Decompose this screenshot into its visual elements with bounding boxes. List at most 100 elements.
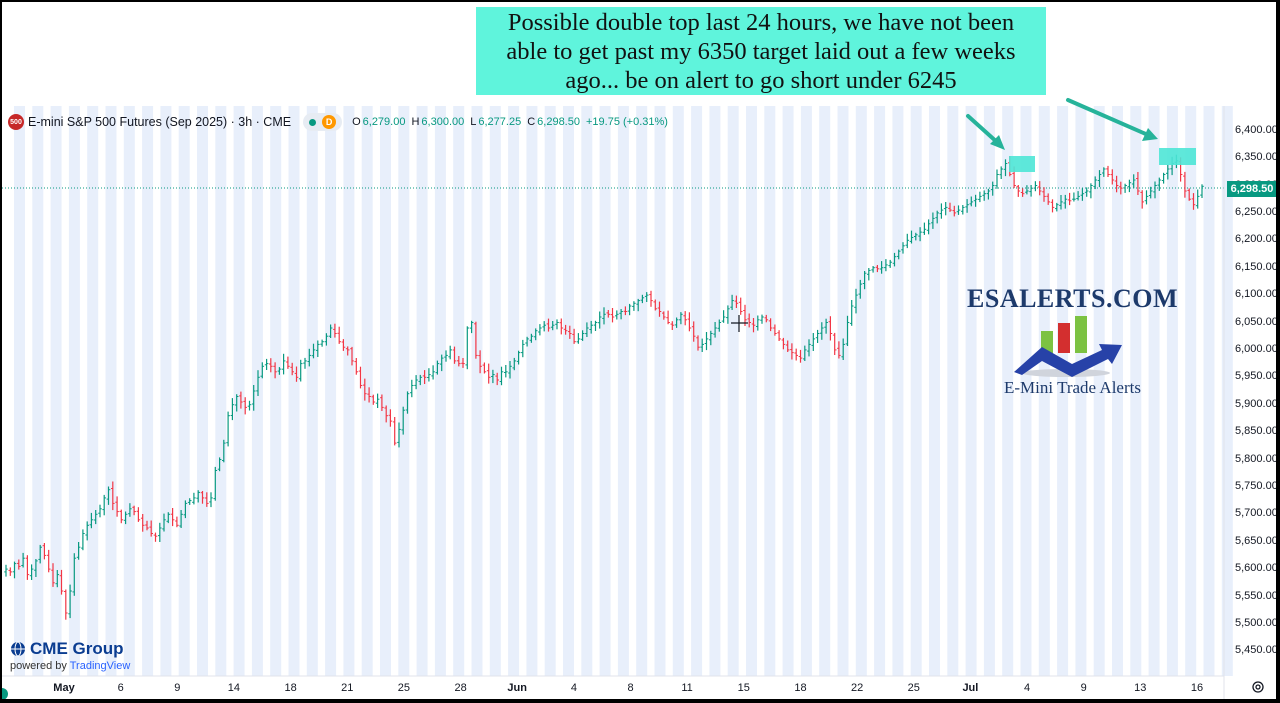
candle <box>1123 183 1127 193</box>
candle <box>662 311 666 320</box>
candle <box>640 294 645 304</box>
candle <box>380 394 384 411</box>
candle <box>311 343 316 359</box>
session-band <box>489 106 501 676</box>
session-band <box>160 106 172 676</box>
candle <box>550 321 555 331</box>
x-tick-label: 8 <box>627 682 634 694</box>
ohlc-key: L <box>470 116 477 128</box>
gear-icon[interactable] <box>1251 680 1265 694</box>
y-tick-label: 6,000.00 <box>1235 342 1276 355</box>
candle <box>1059 195 1063 210</box>
candle <box>990 181 995 196</box>
session-band <box>1002 106 1014 676</box>
x-tick-label: 13 <box>1134 682 1147 694</box>
candle <box>55 570 60 588</box>
candle <box>995 169 999 189</box>
session-band <box>1020 106 1032 676</box>
candle <box>832 332 837 355</box>
session-band <box>526 106 538 676</box>
session-band <box>581 106 593 676</box>
candle <box>965 199 969 213</box>
candle <box>290 362 294 376</box>
candle <box>773 324 777 336</box>
candle <box>751 318 756 333</box>
candle <box>1106 165 1110 177</box>
session-band <box>709 106 721 676</box>
candle <box>901 242 905 254</box>
candle <box>914 232 918 241</box>
candle <box>153 532 158 542</box>
session-band <box>142 106 154 676</box>
candle <box>410 379 414 398</box>
candle <box>756 315 760 331</box>
candle <box>948 202 952 212</box>
x-tick-label: 16 <box>1190 682 1204 694</box>
candle <box>615 310 619 320</box>
status-pill[interactable]: D <box>303 113 343 131</box>
candle <box>730 294 734 310</box>
candle <box>4 564 8 577</box>
candle <box>316 340 320 357</box>
brand-watermark: ESALERTS.COM E-Mini Trade Alerts <box>960 284 1185 398</box>
candle <box>803 345 807 361</box>
ohlc-value: +19.75 (+0.31%) <box>585 116 668 128</box>
candle <box>170 508 175 527</box>
candle <box>175 516 179 528</box>
candle <box>841 338 845 360</box>
candle <box>115 496 119 517</box>
chart-title[interactable]: E-mini S&P 500 Futures (Sep 2025) · 3h ·… <box>28 115 292 129</box>
candle <box>264 358 269 370</box>
brand-name: ESALERTS.COM <box>967 284 1178 313</box>
candle <box>1166 164 1170 180</box>
y-tick-label: 6,050.00 <box>1235 315 1276 328</box>
candle <box>196 490 200 503</box>
candle <box>884 259 888 272</box>
candle <box>858 279 863 299</box>
session-band <box>599 106 611 676</box>
session-band <box>508 106 520 676</box>
candle <box>837 341 841 359</box>
candle <box>508 361 512 379</box>
candle <box>597 311 602 329</box>
session-band <box>544 106 556 676</box>
cme-attribution[interactable]: CME Group powered by TradingView <box>10 639 130 672</box>
session-band <box>380 106 391 676</box>
annotation-note: Possible double top last 24 hours, we ha… <box>476 7 1046 95</box>
candle <box>243 397 247 415</box>
candle <box>239 391 243 409</box>
candles <box>4 154 1204 620</box>
candle <box>978 191 982 203</box>
symbol-badge-icon[interactable]: 500 <box>8 114 24 130</box>
candle <box>918 227 922 242</box>
candle <box>205 492 209 507</box>
candle <box>350 346 354 366</box>
candle <box>1033 181 1038 192</box>
ohlc-key: O <box>352 116 361 128</box>
candle <box>1097 170 1102 188</box>
candle <box>807 339 811 357</box>
ohlc-values: O 6,279.00 H 6,300.00 L 6,277.25 C 6,298.50 +19.… <box>352 116 672 128</box>
candle <box>192 492 196 505</box>
candle <box>888 259 892 268</box>
session-band <box>837 106 849 676</box>
powered-by: powered by TradingView <box>10 660 130 672</box>
candle <box>478 350 482 374</box>
session-band <box>50 106 62 676</box>
candle <box>790 343 794 360</box>
candle <box>367 387 371 403</box>
session-band <box>270 106 282 676</box>
candle <box>341 339 346 351</box>
candle <box>405 391 410 414</box>
powered-name[interactable]: TradingView <box>69 660 131 672</box>
y-tick-label: 5,550.00 <box>1235 589 1276 602</box>
session-band <box>361 106 373 676</box>
session-band <box>965 106 977 676</box>
candle <box>644 292 649 302</box>
candle <box>200 491 205 504</box>
candle <box>1016 185 1021 197</box>
x-tick-label: 25 <box>907 682 920 694</box>
candle <box>64 589 68 620</box>
candle <box>986 188 991 200</box>
